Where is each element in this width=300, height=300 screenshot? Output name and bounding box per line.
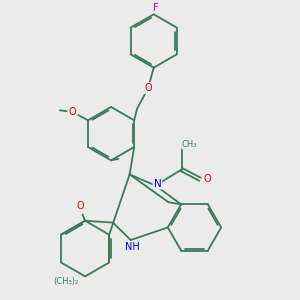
Text: O: O bbox=[68, 107, 76, 117]
Text: O: O bbox=[204, 174, 211, 184]
Text: CH₃: CH₃ bbox=[182, 140, 197, 148]
Text: F: F bbox=[153, 3, 158, 13]
Text: NH: NH bbox=[125, 242, 140, 252]
Text: O: O bbox=[77, 201, 85, 211]
Text: O: O bbox=[144, 83, 152, 93]
Text: (CH₃)₂: (CH₃)₂ bbox=[53, 278, 79, 286]
Text: N: N bbox=[154, 179, 161, 189]
